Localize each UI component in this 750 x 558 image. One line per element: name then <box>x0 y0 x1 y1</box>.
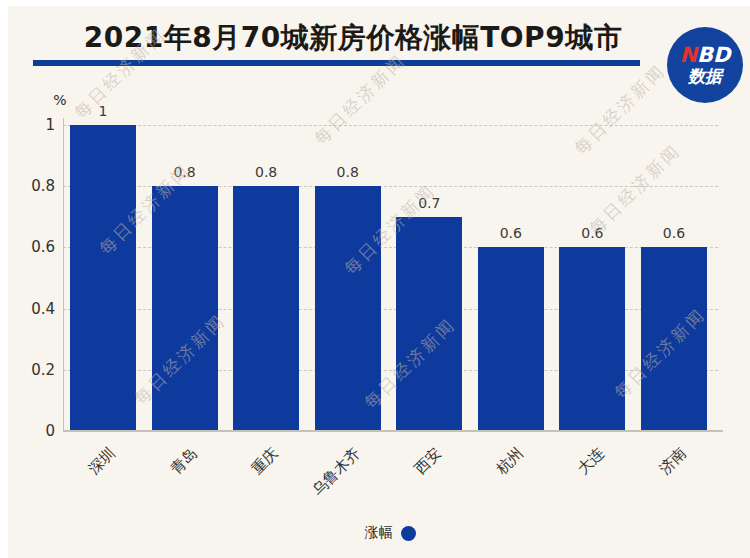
bar-value-label: 0.7 <box>388 195 470 211</box>
logo-wordmark: NBD <box>679 44 730 66</box>
bar-4 <box>315 186 381 431</box>
bar-2 <box>152 186 218 431</box>
bar-value-label: 0.8 <box>144 164 226 180</box>
bar-value-label: 0.8 <box>307 164 389 180</box>
bar-1 <box>70 125 136 431</box>
bar-value-label: 0.8 <box>225 164 307 180</box>
title-underline <box>33 60 640 66</box>
bar-value-label: 0.6 <box>470 225 552 241</box>
legend-label: 涨幅 <box>365 524 393 542</box>
bar-value-label: 1 <box>62 103 144 119</box>
bar-value-label: 0.6 <box>633 225 715 241</box>
legend: 涨幅 <box>0 524 750 542</box>
chart-title: 2021年8月70城新房价格涨幅TOP9城市 <box>33 19 673 57</box>
nbd-logo: NBD 数据 <box>667 27 743 103</box>
y-axis-tick-label: 0.4 <box>10 300 55 318</box>
y-axis-line <box>63 118 64 431</box>
logo-letter-n: N <box>679 43 697 67</box>
bar-7 <box>559 247 625 431</box>
infographic-canvas: 2021年8月70城新房价格涨幅TOP9城市 NBD 数据 % 00.20.40… <box>0 0 750 558</box>
bar-6 <box>478 247 544 431</box>
legend-marker-circle <box>401 526 416 541</box>
y-axis-tick-label: 0.6 <box>10 238 55 256</box>
bar-value-label: 0.6 <box>551 225 633 241</box>
gridline <box>63 125 718 126</box>
y-axis-tick-label: 0 <box>10 422 55 440</box>
x-axis-line <box>63 430 723 432</box>
bar-5 <box>396 217 462 431</box>
y-axis-tick-label: 1 <box>10 116 55 134</box>
bar-8 <box>641 247 707 431</box>
y-axis-tick-label: 0.2 <box>10 361 55 379</box>
logo-letters-bd: BD <box>697 43 730 67</box>
logo-subtitle: 数据 <box>688 66 722 86</box>
bar-3 <box>233 186 299 431</box>
y-axis-tick-label: 0.8 <box>10 177 55 195</box>
